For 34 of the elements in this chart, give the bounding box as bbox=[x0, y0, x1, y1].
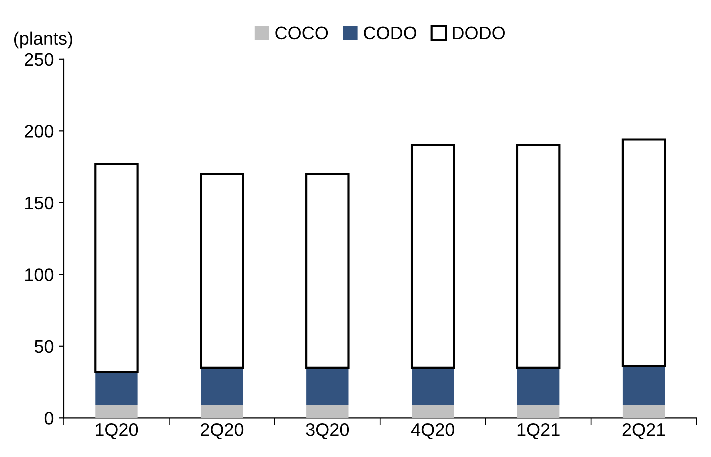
bar bbox=[306, 405, 349, 418]
y-tick-label: 0 bbox=[44, 412, 54, 425]
bar bbox=[517, 405, 560, 418]
bar bbox=[410, 144, 456, 369]
bar bbox=[96, 372, 138, 406]
bar bbox=[94, 163, 139, 374]
y-tick-label: 200 bbox=[25, 125, 54, 138]
bar bbox=[201, 405, 244, 418]
bar bbox=[412, 405, 454, 418]
x-tick-label: 2Q20 bbox=[201, 423, 244, 440]
x-tick-label: 3Q20 bbox=[306, 423, 350, 440]
bar bbox=[200, 173, 244, 369]
bar bbox=[201, 368, 244, 406]
legend-label: DODO bbox=[453, 26, 506, 40]
x-tick-label: 4Q20 bbox=[411, 423, 454, 440]
bar bbox=[412, 368, 454, 406]
y-axis-title: (plants) bbox=[14, 32, 72, 49]
y-tick-label: 50 bbox=[34, 340, 54, 354]
legend-label: COCO bbox=[276, 26, 328, 40]
bar bbox=[622, 138, 666, 368]
bar bbox=[516, 144, 561, 369]
bar bbox=[622, 405, 666, 418]
bar bbox=[517, 368, 560, 406]
x-tick-label: 2Q21 bbox=[622, 423, 666, 440]
bar bbox=[96, 405, 138, 418]
bar bbox=[306, 368, 349, 406]
y-tick-label: 250 bbox=[25, 53, 54, 66]
y-tick-label: 100 bbox=[26, 268, 54, 282]
bar bbox=[622, 366, 666, 406]
legend-label: CODO bbox=[364, 26, 417, 40]
x-tick-label: 1Q20 bbox=[96, 423, 138, 440]
y-tick-label: 150 bbox=[26, 196, 54, 210]
bar bbox=[306, 173, 350, 369]
x-tick-label: 1Q21 bbox=[518, 423, 560, 440]
